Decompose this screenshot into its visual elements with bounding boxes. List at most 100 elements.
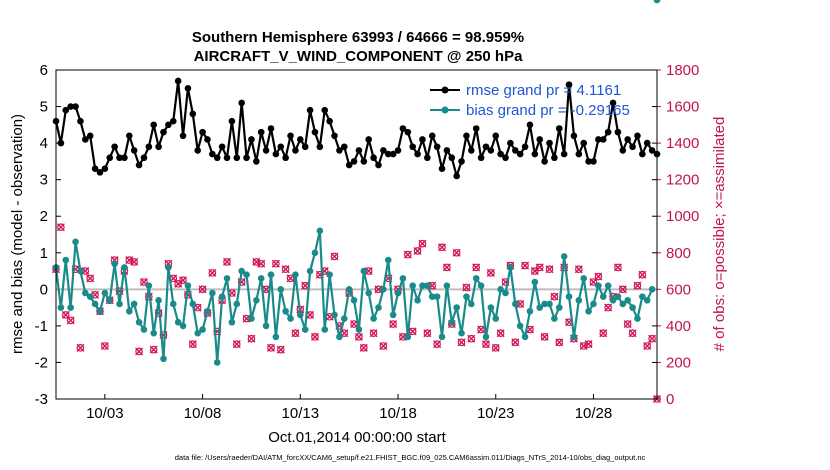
rmse-point: [433, 143, 441, 151]
rmse-point: [189, 110, 197, 118]
rmse-point: [301, 143, 309, 151]
bias-point: [213, 359, 221, 366]
obs-assimilated-marker: [477, 325, 486, 334]
bias-point: [218, 293, 226, 300]
obs-assimilated-marker: [643, 341, 652, 350]
bias-point: [643, 297, 651, 304]
rmse-point: [570, 132, 578, 140]
bias-point: [424, 282, 431, 289]
rmse-point: [297, 136, 304, 143]
bias-point: [62, 256, 70, 264]
obs-assimilated-marker: [359, 343, 368, 352]
obs-assimilated-marker: [306, 310, 315, 319]
bias-point: [316, 227, 324, 235]
rmse-point: [213, 154, 221, 162]
bias-point: [130, 300, 138, 308]
obs-assimilated-marker: [403, 250, 412, 259]
rmse-point: [116, 154, 123, 162]
obs-possible-marker: [531, 267, 539, 275]
obs-possible-marker: [452, 248, 461, 257]
obs-possible-marker: [599, 329, 608, 338]
bias-point: [497, 286, 504, 293]
obs-possible-marker: [467, 334, 476, 343]
bias-point: [336, 333, 343, 341]
obs-assimilated-marker: [623, 320, 632, 329]
rmse-point: [516, 150, 524, 158]
bias-point: [482, 333, 490, 341]
bias-point: [399, 275, 407, 282]
rmse-point: [477, 154, 485, 162]
obs-assimilated-marker: [648, 334, 657, 343]
obs-possible-marker: [457, 338, 466, 347]
obs-assimilated-marker: [467, 334, 476, 343]
rmse-point: [125, 132, 133, 140]
obs-assimilated-marker: [408, 327, 417, 336]
y-tick-label: -1: [35, 318, 48, 335]
bias-point: [301, 326, 309, 333]
bias-point: [502, 289, 509, 297]
rmse-point: [409, 143, 416, 151]
bias-point: [389, 311, 397, 319]
obs-assimilated-marker: [604, 303, 613, 312]
y-right-axis-label: # of obs: o=possible; ×=assimilated: [711, 117, 728, 352]
bias-point: [150, 329, 158, 337]
rmse-point: [428, 132, 436, 140]
rmse-point: [414, 150, 421, 158]
bias-point: [243, 271, 250, 279]
bias-point: [194, 329, 201, 337]
bias-point: [282, 307, 289, 315]
y-tick-label: 5: [40, 99, 48, 116]
obs-possible-marker: [628, 329, 637, 338]
obs-possible-marker: [286, 274, 295, 283]
obs-assimilated-marker: [198, 285, 207, 294]
obs-assimilated-marker: [281, 265, 290, 274]
bias-point: [404, 333, 412, 341]
y-right-tick-label: 1400: [666, 135, 699, 152]
rmse-point: [199, 128, 206, 136]
bias-point: [458, 329, 465, 337]
obs-possible-marker: [594, 272, 603, 281]
rmse-point: [634, 132, 641, 140]
obs-assimilated-marker: [545, 265, 554, 274]
grid-layer: [56, 69, 661, 400]
obs-assimilated-marker: [486, 268, 495, 277]
obs-assimilated-marker: [247, 334, 256, 343]
rmse-point: [546, 139, 553, 147]
rmse-point: [86, 132, 94, 140]
obs-assimilated-marker: [433, 340, 442, 349]
obs-assimilated-marker: [555, 338, 564, 347]
obs-possible-marker: [589, 278, 598, 286]
rmse-point: [526, 121, 534, 129]
bias-point: [370, 315, 377, 322]
rmse-point: [585, 158, 592, 165]
obs-possible-marker: [487, 269, 495, 277]
obs-possible-marker: [389, 320, 397, 328]
obs-assimilated-marker: [389, 320, 398, 329]
obs-assimilated-marker: [418, 239, 427, 248]
bias-point: [165, 264, 172, 271]
obs-possible-marker: [438, 243, 446, 252]
x-tick-label: 10/13: [282, 405, 320, 422]
obs-possible-marker: [462, 283, 471, 292]
bias-point: [140, 326, 148, 333]
rmse-point: [179, 132, 187, 140]
rmse-line: [54, 79, 658, 178]
obs-possible-marker: [404, 250, 412, 259]
bias-point: [82, 289, 89, 297]
obs-possible-marker: [355, 333, 363, 341]
y-right-tick-label: 1000: [666, 208, 699, 225]
bias-point: [311, 249, 319, 257]
rmse-point: [311, 128, 319, 136]
obs-possible-marker: [482, 340, 490, 348]
rmse-point: [57, 139, 65, 147]
rmse-point: [316, 143, 324, 151]
bias-point: [590, 300, 597, 308]
rmse-point: [287, 132, 294, 140]
bias-point: [546, 300, 553, 308]
bias-point: [604, 282, 612, 289]
bias-point: [653, 0, 661, 4]
bias-point: [512, 300, 519, 308]
rmse-point: [609, 99, 617, 107]
legend-rmse-marker: [441, 86, 449, 94]
obs-possible-marker: [174, 280, 182, 288]
